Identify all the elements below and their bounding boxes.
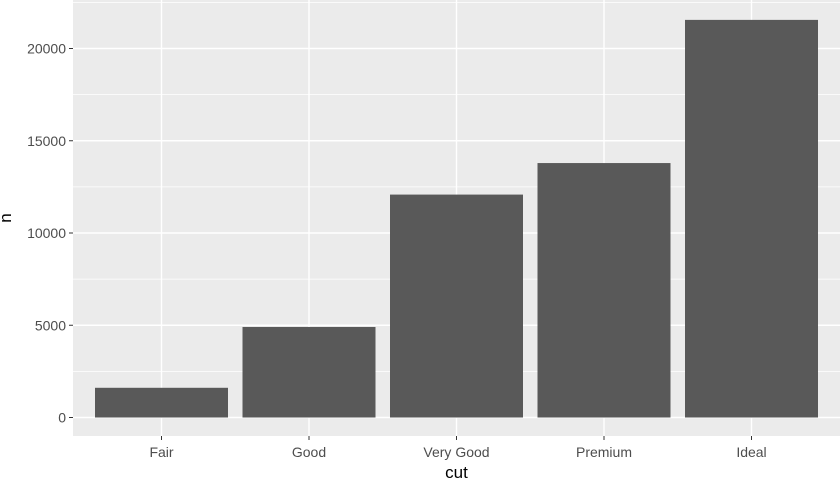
bar-very-good (390, 194, 523, 418)
y-axis: 0 5000 10000 15000 20000 (27, 41, 73, 426)
x-axis: Fair Good Very Good Premium Ideal (149, 436, 767, 460)
x-tick-label: Good (292, 444, 326, 460)
x-tick-label: Premium (576, 444, 632, 460)
y-tick-label: 20000 (27, 41, 66, 57)
bar-premium (537, 163, 671, 418)
x-axis-title: cut (445, 463, 468, 481)
y-tick-label: 5000 (35, 317, 66, 333)
bars (95, 19, 818, 418)
x-tick-label: Very Good (423, 444, 489, 460)
y-tick-label: 0 (58, 410, 66, 426)
y-tick-label: 10000 (27, 225, 66, 241)
y-tick-label: 15000 (27, 133, 66, 149)
y-axis-title: n (0, 213, 15, 222)
bar-ideal (685, 19, 818, 418)
x-tick-label: Ideal (736, 444, 766, 460)
bar-fair (95, 387, 228, 418)
x-tick-label: Fair (149, 444, 173, 460)
bar-good (242, 326, 376, 418)
